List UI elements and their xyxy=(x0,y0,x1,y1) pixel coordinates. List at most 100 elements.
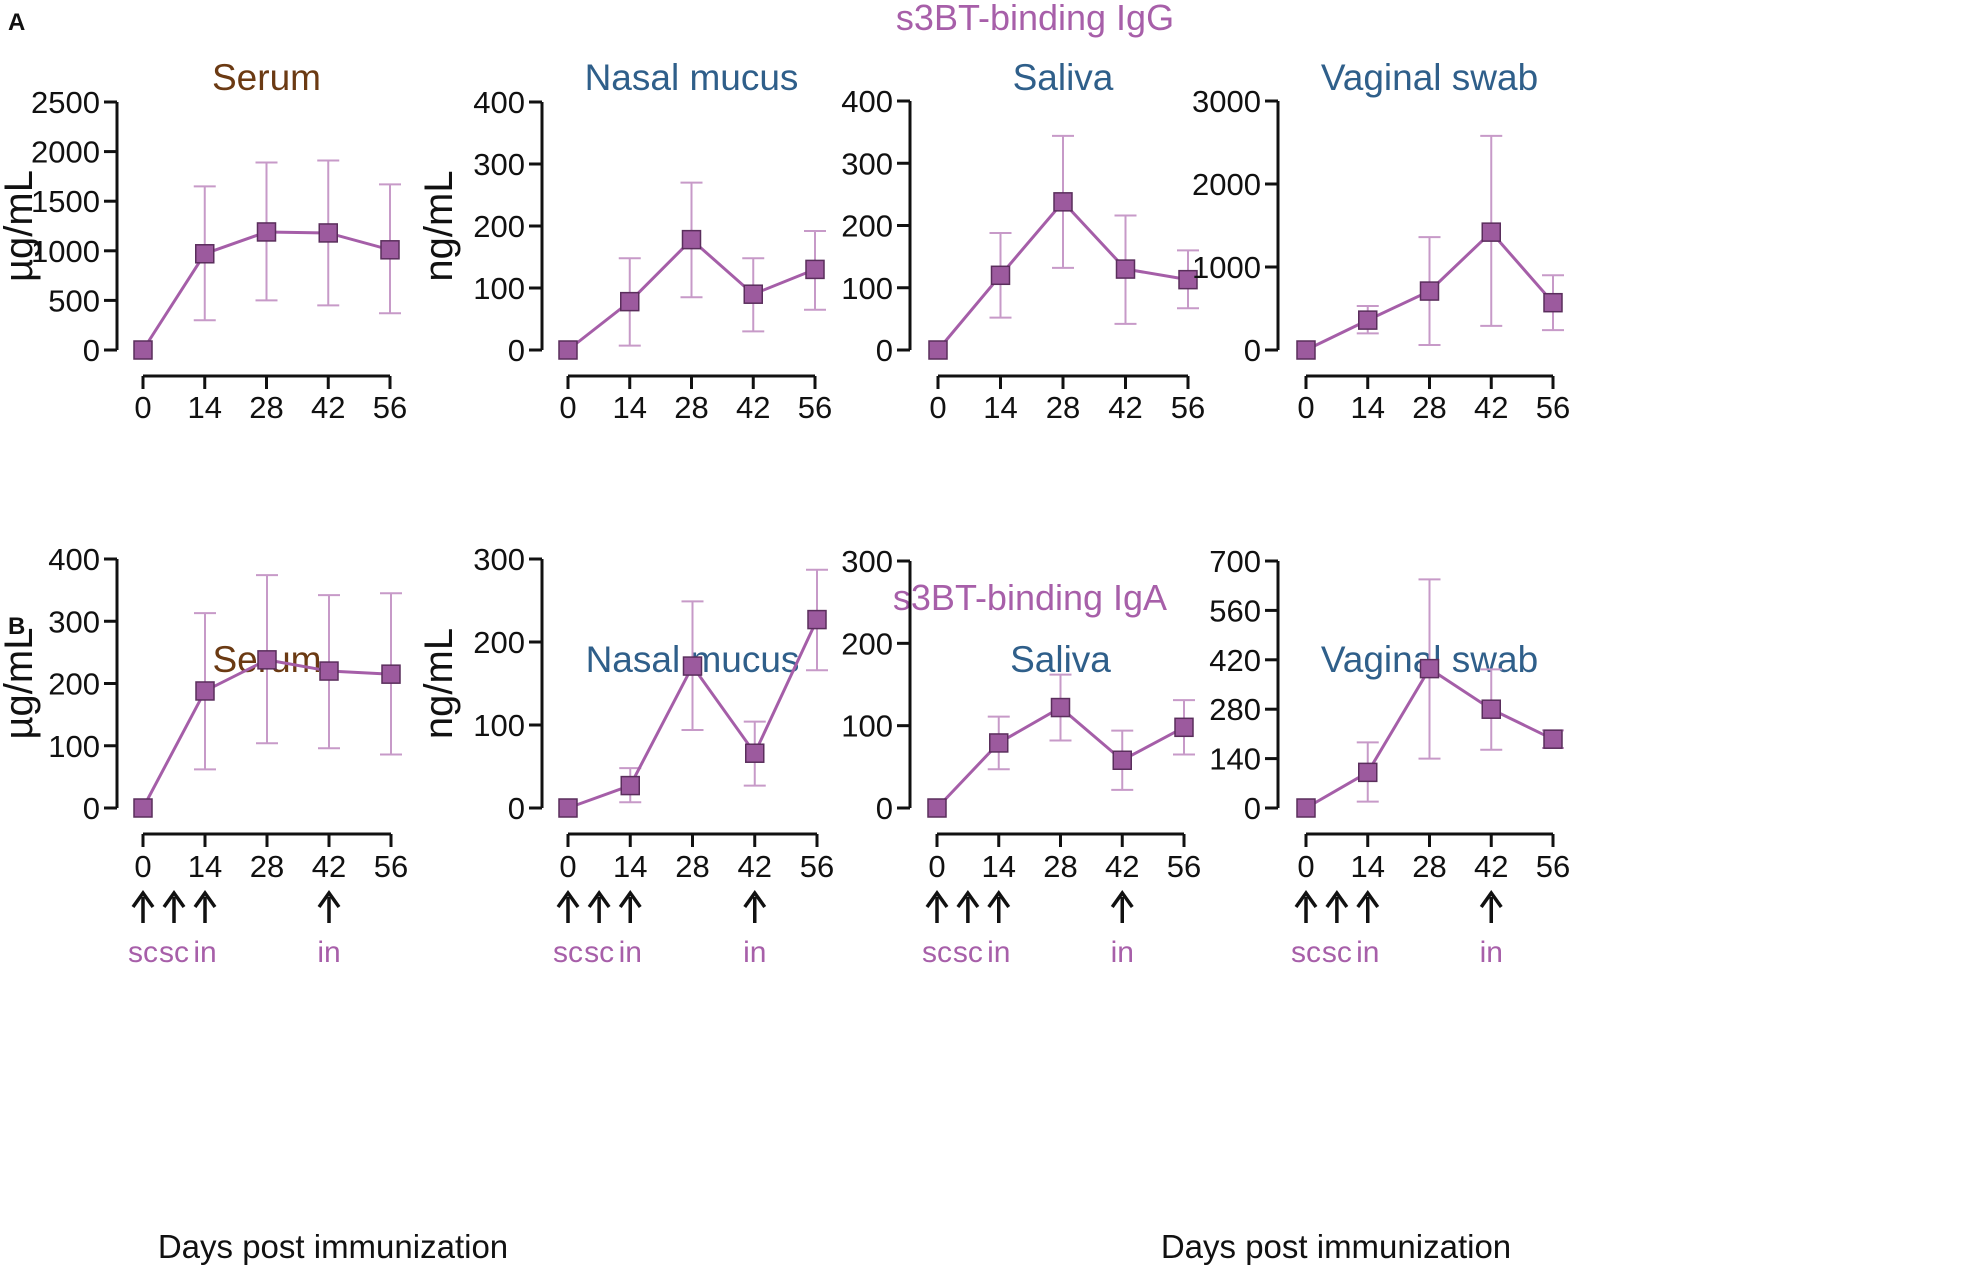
y-tick-label: 200 xyxy=(473,209,525,244)
data-point xyxy=(1115,259,1136,279)
x-tick-label: 0 xyxy=(1297,390,1314,425)
data-point xyxy=(989,733,1009,753)
data-point xyxy=(380,240,400,260)
immunization-arrow xyxy=(1479,889,1503,923)
data-point xyxy=(620,291,640,312)
chart-a-3: Saliva 0 100 200 300 400 0 14 28 42 56 xyxy=(841,57,1205,425)
immunization-arrow xyxy=(1325,889,1349,923)
y-tick-label: 200 xyxy=(841,209,893,244)
data-point xyxy=(1296,798,1316,818)
y-axis-label: ng/mL xyxy=(417,170,461,281)
immunization-arrow xyxy=(956,889,980,923)
route-label: in xyxy=(1356,936,1379,969)
route-label: in xyxy=(193,936,216,969)
y-tick-label: 560 xyxy=(1209,593,1261,628)
x-tick-label: 0 xyxy=(559,390,576,425)
y-tick-label: 400 xyxy=(841,84,893,119)
x-tick-label: 28 xyxy=(249,390,283,425)
chart-a-1: Serum 0 500 1000 1500 2000 2500 µg/mL 0 14 28 42 56 xyxy=(0,57,407,425)
y-tick-label: 300 xyxy=(48,604,100,639)
immunization-arrow xyxy=(925,889,949,923)
y-tick-label: 300 xyxy=(473,542,525,577)
data-point xyxy=(1050,697,1071,718)
panel-letter-b: B xyxy=(8,613,25,640)
data-point xyxy=(807,609,827,630)
x-tick-label: 42 xyxy=(1105,849,1139,884)
chart-title: Nasal mucus xyxy=(585,57,799,98)
route-label: in xyxy=(1480,936,1503,969)
chart-title: Serum xyxy=(212,57,321,98)
route-label: sc xyxy=(922,936,952,969)
y-tick-label: 420 xyxy=(1209,643,1261,678)
x-tick-label: 42 xyxy=(738,849,772,884)
y-tick-label: 300 xyxy=(473,147,525,182)
data-point xyxy=(319,661,339,681)
x-tick-label: 28 xyxy=(674,390,708,425)
immunization-arrow xyxy=(317,889,341,923)
route-label: sc xyxy=(1291,936,1321,969)
immunization-arrow xyxy=(618,889,642,923)
y-tick-label: 0 xyxy=(876,333,893,368)
chart-title: Saliva xyxy=(1013,57,1114,98)
y-tick-label: 2000 xyxy=(31,135,100,170)
data-point xyxy=(558,798,578,818)
y-tick-label: 2500 xyxy=(31,85,100,120)
y-tick-label: 300 xyxy=(841,146,893,181)
x-tick-label: 42 xyxy=(312,849,346,884)
y-tick-label: 1000 xyxy=(1192,250,1261,285)
x-tick-label: 42 xyxy=(1474,849,1508,884)
x-tick-label: 42 xyxy=(1474,390,1508,425)
x-tick-label: 0 xyxy=(928,849,945,884)
immunization-arrow xyxy=(162,889,186,923)
data-point xyxy=(927,798,947,818)
x-axis-title-right: Days post immunization xyxy=(1161,1228,1511,1265)
chart-title: Saliva xyxy=(1010,639,1111,680)
y-tick-label: 0 xyxy=(83,333,100,368)
chart-title: Vaginal swab xyxy=(1321,57,1538,98)
route-label: sc xyxy=(953,936,983,969)
data-point xyxy=(805,259,825,280)
immunization-arrow xyxy=(743,889,767,923)
route-label: in xyxy=(743,936,766,969)
data-point xyxy=(133,340,153,360)
x-tick-label: 28 xyxy=(675,849,709,884)
data-point xyxy=(133,798,153,818)
row-title-b: s3BT-binding IgA xyxy=(893,577,1167,618)
panel-letter-a: A xyxy=(8,9,25,36)
y-tick-label: 200 xyxy=(841,626,893,661)
x-tick-label: 42 xyxy=(311,390,345,425)
data-point xyxy=(1296,340,1316,360)
route-label: sc xyxy=(128,936,158,969)
x-axis-title-left: Days post immunization xyxy=(158,1228,508,1265)
y-tick-label: 280 xyxy=(1209,692,1261,727)
data-point xyxy=(1481,222,1501,242)
y-tick-label: 0 xyxy=(508,333,525,368)
y-axis-label: µg/mL xyxy=(0,170,41,282)
data-point xyxy=(990,265,1011,286)
data-point xyxy=(682,656,703,676)
x-tick-label: 56 xyxy=(1536,849,1570,884)
x-tick-label: 56 xyxy=(374,849,408,884)
route-label: in xyxy=(619,936,642,969)
x-tick-label: 56 xyxy=(1536,390,1570,425)
data-point xyxy=(681,229,702,250)
y-tick-label: 400 xyxy=(48,542,100,577)
data-point xyxy=(1481,699,1501,719)
y-tick-label: 2000 xyxy=(1192,167,1261,202)
immunization-arrow xyxy=(556,889,580,923)
y-tick-label: 0 xyxy=(1244,333,1261,368)
y-tick-label: 3000 xyxy=(1192,84,1261,119)
x-tick-label: 56 xyxy=(373,390,407,425)
x-tick-label: 42 xyxy=(736,390,770,425)
data-point xyxy=(256,222,277,242)
x-tick-label: 56 xyxy=(1167,849,1201,884)
x-tick-label: 14 xyxy=(983,390,1017,425)
chart-a-4: Vaginal swab 0 1000 2000 3000 0 14 28 42 56 xyxy=(1192,57,1570,425)
route-label: sc xyxy=(553,936,583,969)
y-tick-label: 200 xyxy=(48,667,100,702)
data-point xyxy=(195,244,215,264)
x-tick-label: 0 xyxy=(1297,849,1314,884)
